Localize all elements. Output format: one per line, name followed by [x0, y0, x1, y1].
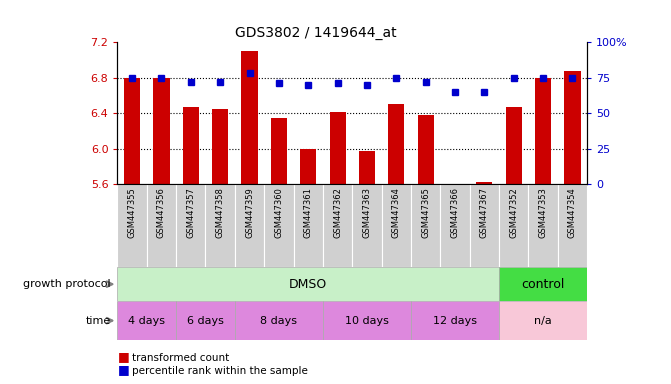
- Bar: [359, 151, 375, 184]
- Text: 6 days: 6 days: [187, 316, 224, 326]
- Text: ■: ■: [117, 363, 130, 376]
- Bar: [183, 107, 199, 184]
- Text: GSM447357: GSM447357: [187, 187, 195, 238]
- Bar: [470, 184, 499, 267]
- Bar: [329, 113, 346, 184]
- Bar: [411, 184, 440, 267]
- Text: GSM447365: GSM447365: [421, 187, 430, 238]
- Text: 8 days: 8 days: [260, 316, 297, 326]
- Bar: [499, 301, 587, 340]
- Bar: [417, 115, 433, 184]
- Bar: [117, 301, 176, 340]
- Text: time: time: [85, 316, 111, 326]
- Text: percentile rank within the sample: percentile rank within the sample: [132, 366, 308, 376]
- Bar: [564, 71, 580, 184]
- Bar: [117, 184, 147, 267]
- Bar: [212, 109, 228, 184]
- Bar: [476, 182, 493, 184]
- Text: GSM447366: GSM447366: [450, 187, 460, 238]
- Bar: [529, 184, 558, 267]
- Text: ■: ■: [117, 350, 130, 363]
- Bar: [264, 184, 294, 267]
- Text: GSM447353: GSM447353: [539, 187, 548, 238]
- Bar: [535, 78, 551, 184]
- Bar: [176, 184, 205, 267]
- Bar: [147, 184, 176, 267]
- Text: GSM447358: GSM447358: [215, 187, 225, 238]
- Text: 12 days: 12 days: [433, 316, 477, 326]
- Text: 10 days: 10 days: [345, 316, 389, 326]
- Bar: [411, 301, 499, 340]
- Bar: [499, 267, 587, 301]
- Text: growth protocol: growth protocol: [23, 279, 111, 289]
- Text: GSM447352: GSM447352: [509, 187, 518, 238]
- Text: GSM447360: GSM447360: [274, 187, 283, 238]
- Text: DMSO: DMSO: [289, 278, 327, 291]
- Bar: [382, 184, 411, 267]
- Bar: [124, 78, 140, 184]
- Bar: [323, 184, 352, 267]
- Text: GSM447354: GSM447354: [568, 187, 577, 238]
- Bar: [300, 149, 316, 184]
- Bar: [154, 78, 170, 184]
- Bar: [117, 267, 499, 301]
- Text: control: control: [521, 278, 565, 291]
- Bar: [271, 118, 287, 184]
- Text: GSM447355: GSM447355: [127, 187, 137, 238]
- Bar: [389, 104, 405, 184]
- Bar: [205, 184, 235, 267]
- Bar: [242, 51, 258, 184]
- Bar: [176, 301, 235, 340]
- Text: transformed count: transformed count: [132, 353, 229, 363]
- Bar: [440, 184, 470, 267]
- Text: GSM447364: GSM447364: [392, 187, 401, 238]
- Bar: [323, 301, 411, 340]
- Bar: [235, 184, 264, 267]
- Bar: [499, 184, 529, 267]
- Bar: [352, 184, 382, 267]
- Text: GSM447362: GSM447362: [333, 187, 342, 238]
- Text: n/a: n/a: [534, 316, 552, 326]
- Text: GSM447356: GSM447356: [157, 187, 166, 238]
- Bar: [235, 301, 323, 340]
- Text: GSM447367: GSM447367: [480, 187, 489, 238]
- Text: GDS3802 / 1419644_at: GDS3802 / 1419644_at: [235, 26, 397, 40]
- Text: 4 days: 4 days: [128, 316, 165, 326]
- Text: GSM447361: GSM447361: [304, 187, 313, 238]
- Bar: [558, 184, 587, 267]
- Bar: [294, 184, 323, 267]
- Text: GSM447363: GSM447363: [362, 187, 372, 238]
- Text: GSM447359: GSM447359: [245, 187, 254, 238]
- Bar: [506, 107, 522, 184]
